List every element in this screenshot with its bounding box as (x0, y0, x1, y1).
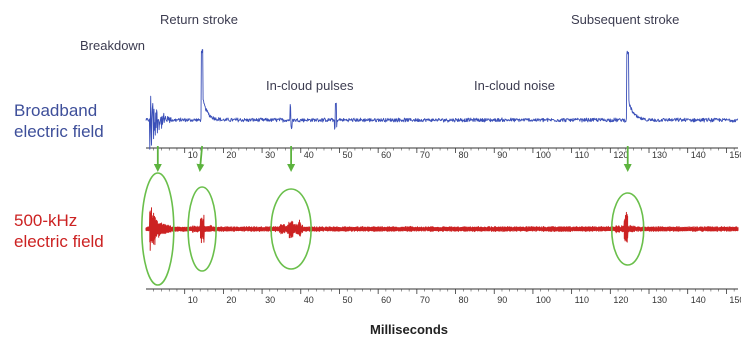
broadband-tick-label-20: 20 (226, 150, 236, 160)
broadband-tick-label-130: 130 (652, 150, 667, 160)
broadband-tick-label-80: 80 (459, 150, 469, 160)
hf-tick-label-100: 100 (536, 295, 551, 305)
broadband-trace-path (145, 49, 739, 150)
event-highlights (141, 145, 645, 286)
hf-series-label: 500-kHz electric field (14, 210, 104, 252)
hf-x-axis: 10 20 30 40 50 60 70 80 90 100 110 120 130 140 150 (146, 288, 741, 305)
broadband-tick-label-70: 70 (420, 150, 430, 160)
hf-tick-label-110: 110 (575, 295, 589, 305)
broadband-series-label: Broadband electric field (14, 100, 104, 142)
broadband-tick-label-90: 90 (497, 150, 507, 160)
hf-tick-label-150: 150 (729, 295, 741, 305)
broadband-tick-label-120: 120 (613, 150, 628, 160)
hf-tick-label-10: 10 (188, 295, 198, 305)
hf-tick-label-20: 20 (226, 295, 236, 305)
broadband-tick-label-10: 10 (188, 150, 198, 160)
hf-trace-path (145, 207, 739, 251)
broadband-trace (145, 49, 739, 150)
hf-tick-label-60: 60 (381, 295, 391, 305)
hf-tick-label-40: 40 (304, 295, 314, 305)
broadband-label-line-1: Broadband (14, 101, 98, 120)
event-highlight-ellipse-3 (610, 192, 645, 266)
broadband-tick-label-30: 30 (265, 150, 275, 160)
annotation-breakdown: Breakdown (80, 38, 146, 53)
broadband-tick-label-110: 110 (575, 150, 589, 160)
broadband-tick-label-150: 150 (729, 150, 741, 160)
annotation-subsequent-stroke: Subsequent stroke (571, 12, 680, 27)
event-arrow-1 (196, 145, 205, 172)
hf-tick-label-90: 90 (497, 295, 507, 305)
hf-tick-label-30: 30 (265, 295, 275, 305)
broadband-tick-label-50: 50 (342, 150, 352, 160)
hf-tick-label-130: 130 (652, 295, 667, 305)
event-highlight-ellipse-0 (141, 172, 175, 286)
hf-tick-label-70: 70 (420, 295, 430, 305)
hf-label-line-2: electric field (14, 232, 104, 251)
broadband-tick-label-140: 140 (691, 150, 706, 160)
annotation-in-cloud-pulses: In-cloud pulses (266, 78, 354, 93)
x-axis-title: Milliseconds (370, 322, 449, 337)
hf-tick-label-80: 80 (459, 295, 469, 305)
hf-trace (145, 207, 739, 251)
broadband-x-axis: 10 20 30 40 50 60 70 80 90 100 110 120 130 140 150 (146, 147, 741, 160)
hf-tick-label-50: 50 (342, 295, 352, 305)
broadband-tick-label-40: 40 (304, 150, 314, 160)
hf-tick-label-120: 120 (613, 295, 628, 305)
event-highlight-ellipse-2 (270, 188, 312, 270)
broadband-tick-label-60: 60 (381, 150, 391, 160)
event-highlight-ellipse-1 (187, 186, 217, 272)
broadband-tick-label-100: 100 (536, 150, 551, 160)
annotation-in-cloud-noise: In-cloud noise (474, 78, 555, 93)
hf-tick-label-140: 140 (691, 295, 706, 305)
broadband-label-line-2: electric field (14, 122, 104, 141)
hf-label-line-1: 500-kHz (14, 211, 78, 230)
annotation-return-stroke: Return stroke (160, 12, 239, 27)
